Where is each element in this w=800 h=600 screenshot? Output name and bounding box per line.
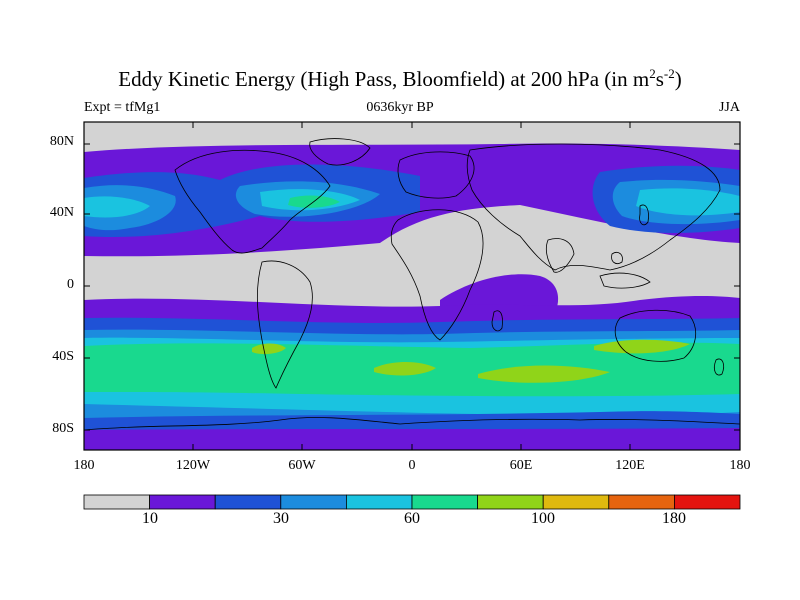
colorbar-label-30: 30	[273, 510, 289, 527]
colorbar-swatch-4	[345, 494, 413, 510]
colorbar-swatch-7	[542, 494, 610, 510]
colorbar-label-60: 60	[404, 510, 420, 527]
colorbar-swatch-3	[280, 494, 347, 510]
time-label: 0636kyr BP	[366, 100, 434, 115]
colorbar-label-180: 180	[662, 510, 686, 527]
map-title: Eddy Kinetic Energy (High Pass, Bloomfie…	[118, 66, 682, 91]
colorbar-swatch-0	[83, 494, 150, 510]
colorbar-swatch-6	[477, 494, 544, 510]
lat-label-40n: 40N	[49, 205, 74, 220]
lon-label-120e: 120E	[615, 458, 645, 473]
colorbar-swatch-1	[149, 494, 216, 510]
colorbar	[83, 494, 741, 510]
lat-label-80n: 80N	[49, 134, 74, 149]
lon-label-60w: 60W	[288, 458, 316, 473]
colorbar-label-100: 100	[531, 510, 555, 527]
coastlines	[84, 138, 740, 431]
lat-label-40s: 40S	[52, 349, 74, 364]
lon-label-0: 0	[408, 458, 416, 473]
axis-ticks	[83, 122, 741, 450]
colorbar-swatch-2	[214, 494, 282, 510]
experiment-label: Expt = tfMg1	[84, 100, 161, 115]
lat-label-0: 0	[67, 277, 74, 292]
colorbar-label-10: 10	[142, 510, 158, 527]
lon-label-120w: 120W	[175, 458, 211, 473]
lon-label-60e: 60E	[509, 458, 533, 473]
lat-label-80s: 80S	[52, 421, 74, 436]
colorbar-swatch-8	[608, 494, 675, 510]
colorbar-swatch-9	[674, 494, 741, 510]
colorbar-swatch-5	[411, 494, 478, 510]
lon-label-180e: 180	[729, 458, 751, 473]
season-label: JJA	[718, 100, 740, 115]
lon-label-180w: 180	[73, 458, 95, 473]
ekf-field	[84, 122, 740, 450]
